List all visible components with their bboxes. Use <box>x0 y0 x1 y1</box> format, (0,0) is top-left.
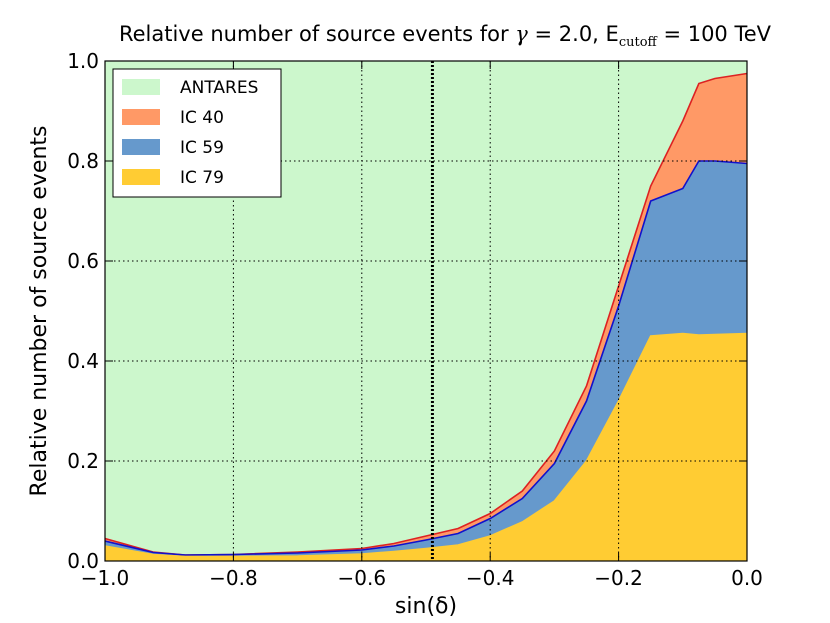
legend-label-antares: ANTARES <box>180 78 258 98</box>
title-prefix: Relative number of source events for <box>119 22 515 46</box>
y-tick-label: 0.6 <box>67 249 99 273</box>
x-tick-label: −0.2 <box>594 566 643 590</box>
x-axis-label: sin(δ) <box>395 594 457 619</box>
legend-swatch-ic-59 <box>122 139 160 155</box>
legend-label-ic-79: IC 79 <box>180 168 224 188</box>
legend-label-ic-40: IC 40 <box>180 108 224 128</box>
title-gamma-value: = 2.0, E <box>528 22 619 46</box>
legend-swatch-ic-40 <box>122 109 160 125</box>
title-gamma-symbol: γ <box>515 22 528 46</box>
y-tick-label: 1.0 <box>67 49 99 73</box>
legend-swatch-ic-79 <box>122 169 160 185</box>
x-tick-label: −0.8 <box>209 566 258 590</box>
chart-title: Relative number of source events for γ =… <box>119 22 772 50</box>
area-ic-79 <box>105 333 747 561</box>
svg-text:Relative number of source even: Relative number of source events for γ =… <box>119 22 772 50</box>
y-tick-label: 0.4 <box>67 349 99 373</box>
legend: ANTARES IC 40 IC 59 IC 79 <box>112 68 282 198</box>
plot-frame <box>104 60 748 562</box>
x-tick-label: −1.0 <box>81 566 130 590</box>
y-axis-label: Relative number of source events <box>27 126 52 497</box>
x-tick-label: 0.0 <box>731 566 763 590</box>
x-tick-label: −0.4 <box>466 566 515 590</box>
y-tick-label: 0.8 <box>67 149 99 173</box>
legend-swatch-antares <box>122 79 160 95</box>
x-tick-label: −0.6 <box>338 566 387 590</box>
title-suffix: = 100 TeV <box>657 22 772 46</box>
y-tick-label: 0.2 <box>67 449 99 473</box>
y-tick-label: 0.0 <box>67 549 99 573</box>
legend-label-ic-59: IC 59 <box>180 138 224 158</box>
title-subscript: cutoff <box>619 35 659 50</box>
